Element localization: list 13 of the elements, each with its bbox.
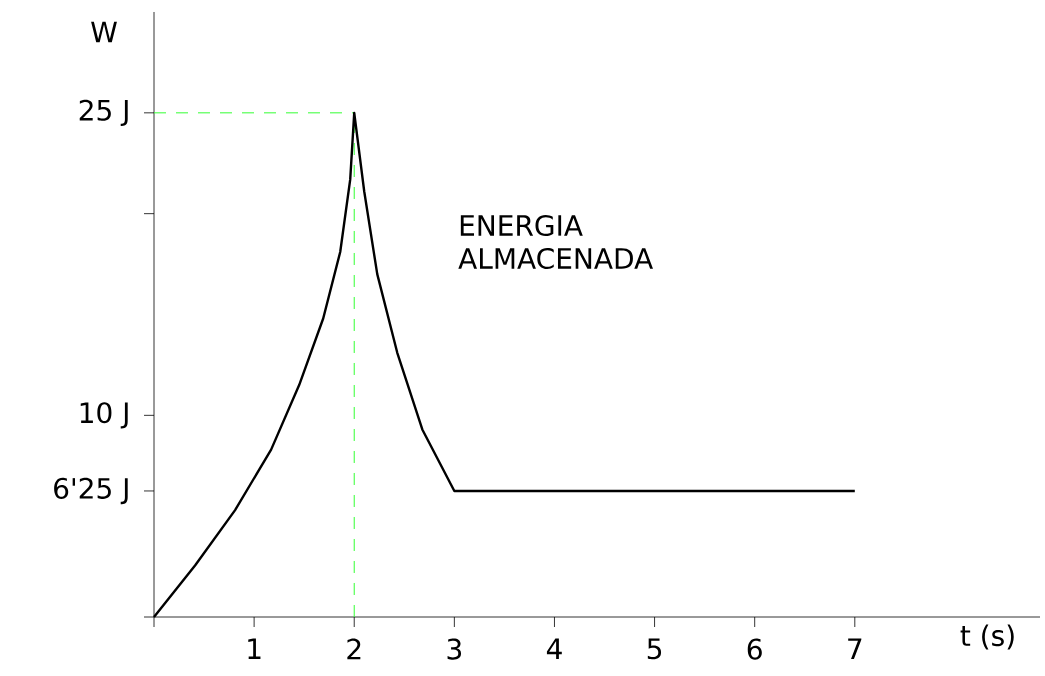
annotation: ENERGIA ALMACENADA — [458, 214, 654, 270]
x-tick-label: 7 — [848, 638, 862, 659]
x-tick-label: 1 — [248, 638, 261, 659]
x-axis-title: t (s) — [960, 624, 1014, 650]
x-tick-label: 4 — [546, 638, 562, 659]
y-axis-title: W — [91, 21, 117, 43]
x-tick-label: 3 — [447, 638, 462, 660]
y-tick-label: 10 J — [80, 402, 128, 429]
x-tick-label: 2 — [347, 638, 361, 660]
y-tick-label: 25 J — [79, 99, 128, 127]
y-tick-label: 6'25 J — [54, 477, 128, 505]
x-tick-label: 5 — [647, 638, 662, 660]
x-tick-label: 6 — [747, 638, 762, 660]
